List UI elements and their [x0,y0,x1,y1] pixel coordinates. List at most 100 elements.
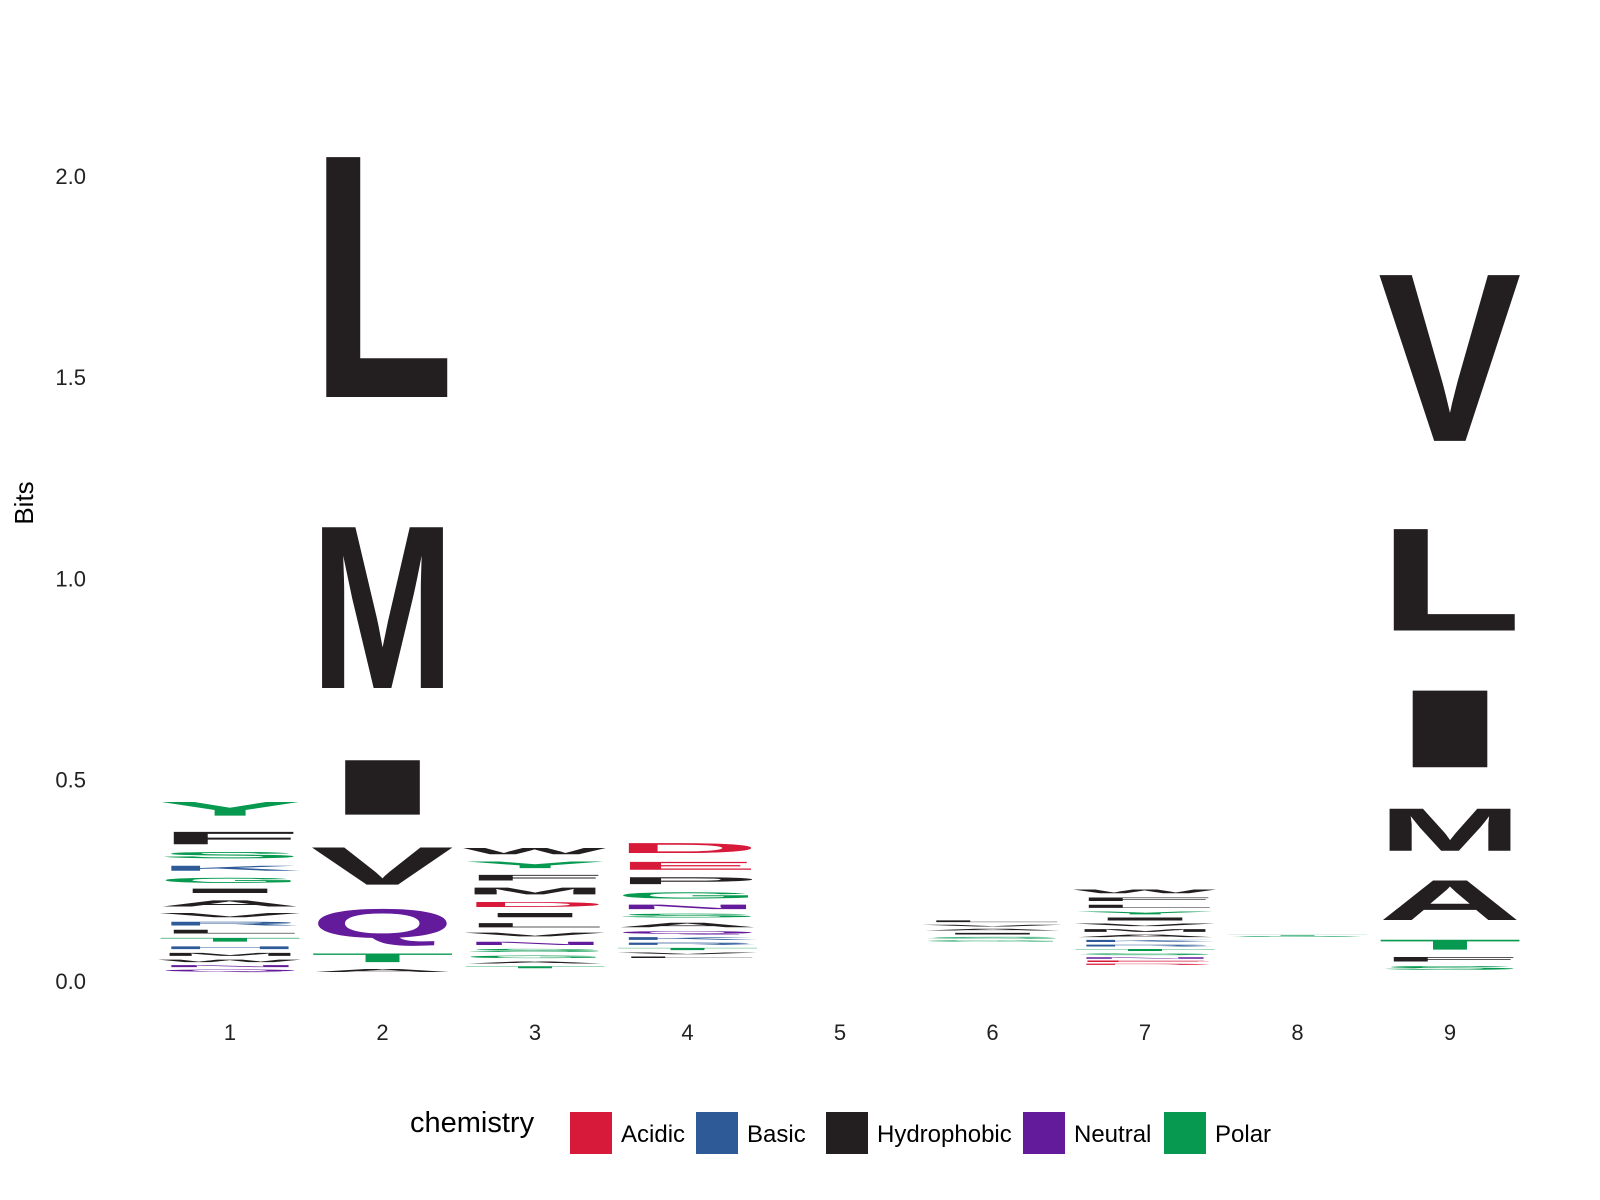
y-tick-label: 1.0 [55,566,86,591]
logo-letter: L [463,922,607,929]
logo-letter: Q [158,969,302,972]
logo-letter: E [615,859,759,872]
legend-swatch [826,1112,868,1154]
logo-letter: V [311,836,454,896]
y-tick-label: 0.0 [55,969,86,994]
x-tick-label: 2 [376,1020,388,1045]
logo-letter: V [1378,224,1521,493]
logo-letter: W [1073,888,1217,894]
logo-letter: V [921,924,1064,927]
logo-letter: T [463,966,607,969]
logo-letter: T [158,937,302,943]
legend-label: Acidic [621,1121,685,1148]
legend-swatch [1164,1112,1206,1154]
x-tick-label: 1 [224,1020,236,1045]
logo-letter: N [1073,957,1217,959]
logo-letter: W [158,959,302,963]
logo-letter: A [158,898,302,908]
logo-letter: G [463,955,607,959]
logo-letter: I [1073,917,1217,922]
logo-letter: I [311,743,455,831]
logo-letter: K [158,864,302,872]
logo-letter: T [1226,935,1370,936]
logo-letter: F [1073,896,1217,902]
logo-letter: D [463,900,607,908]
logo-letter: M [158,952,302,957]
logo-letter: I [1378,667,1522,791]
logo-letter: T [1378,937,1522,953]
legend-item: Basic [696,1112,806,1154]
logo-letter: D [1073,963,1217,965]
logo-letter: G [616,890,760,900]
logo-letter: M [311,477,455,738]
logo-letter: R [158,921,302,927]
legend-title: chemistry [410,1107,535,1139]
y-tick-label: 0.5 [55,768,86,793]
logo-letter: V [1073,923,1216,927]
logo-letter: S [921,936,1065,939]
logo-letter: M [1073,928,1217,932]
x-tick-label: 7 [1139,1020,1151,1045]
x-tick-label: 6 [986,1020,998,1045]
y-tick-label: 1.5 [55,365,86,390]
logo-letter: I [463,912,607,919]
logo-stacks: YFSKGIAVRLTHMWNQLMIVQTAWYFMDILVNSGATDEPG… [158,83,1522,973]
logo-letter: L [1378,497,1522,662]
logo-letter: S [1226,936,1370,937]
logo-letter: V [463,931,606,937]
logo-letter: A [616,921,760,928]
logo-letter: V [158,912,301,919]
logo-letter: Y [463,859,607,870]
logo-letter: T [311,951,455,965]
logo-letter: A [1073,934,1217,938]
legend-swatch [1023,1112,1065,1154]
logo-letter: F [1378,956,1522,963]
logo-letter: L [158,929,302,935]
logo-letter: L [616,956,760,958]
logo-letter: Y [1073,911,1217,916]
legend: chemistry Acidic Basic Hydrophobic Neutral P… [410,1107,1271,1154]
logo-letter: N [616,903,760,910]
x-axis: 1 2 3 4 5 6 7 8 9 [224,1020,1456,1045]
y-axis: 0.0 0.5 1.0 1.5 2.0 [55,164,86,994]
logo-letter: N [158,964,302,967]
logo-letter: A [463,961,607,964]
x-tick-label: 5 [834,1020,846,1045]
logo-letter: G [158,876,302,884]
logo-letter: R [1073,944,1217,947]
logo-letter: T [616,947,760,951]
logo-letter: F [463,873,607,882]
logo-letter: G [921,940,1065,942]
logo-letter: N [463,941,607,946]
logo-letter: H [158,946,302,950]
logo-letter: R [616,942,760,946]
x-tick-label: 8 [1291,1020,1303,1045]
logo-letter: L [311,83,455,472]
x-tick-label: 9 [1444,1020,1456,1045]
legend-item: Hydrophobic [826,1112,1012,1154]
logo-letter: M [463,886,607,897]
legend-label: Neutral [1074,1121,1151,1148]
logo-letter: L [921,920,1065,923]
logo-letter: V [616,952,759,955]
legend-item: Acidic [570,1112,685,1154]
x-tick-label: 4 [681,1020,693,1045]
y-tick-label: 2.0 [55,164,86,189]
logo-letter: I [921,932,1065,935]
legend-item: Neutral [1023,1112,1151,1154]
logo-letter: A [311,968,455,973]
legend-label: Basic [747,1121,806,1148]
logo-letter: Q [616,930,760,934]
logo-letter: I [158,887,302,894]
logo-letter: K [615,936,759,940]
logo-letter: D [616,840,760,856]
logo-letter: Y [158,798,302,820]
logo-letter: P [616,875,760,886]
logo-letter: K [1073,939,1217,943]
legend-swatch [696,1112,738,1154]
